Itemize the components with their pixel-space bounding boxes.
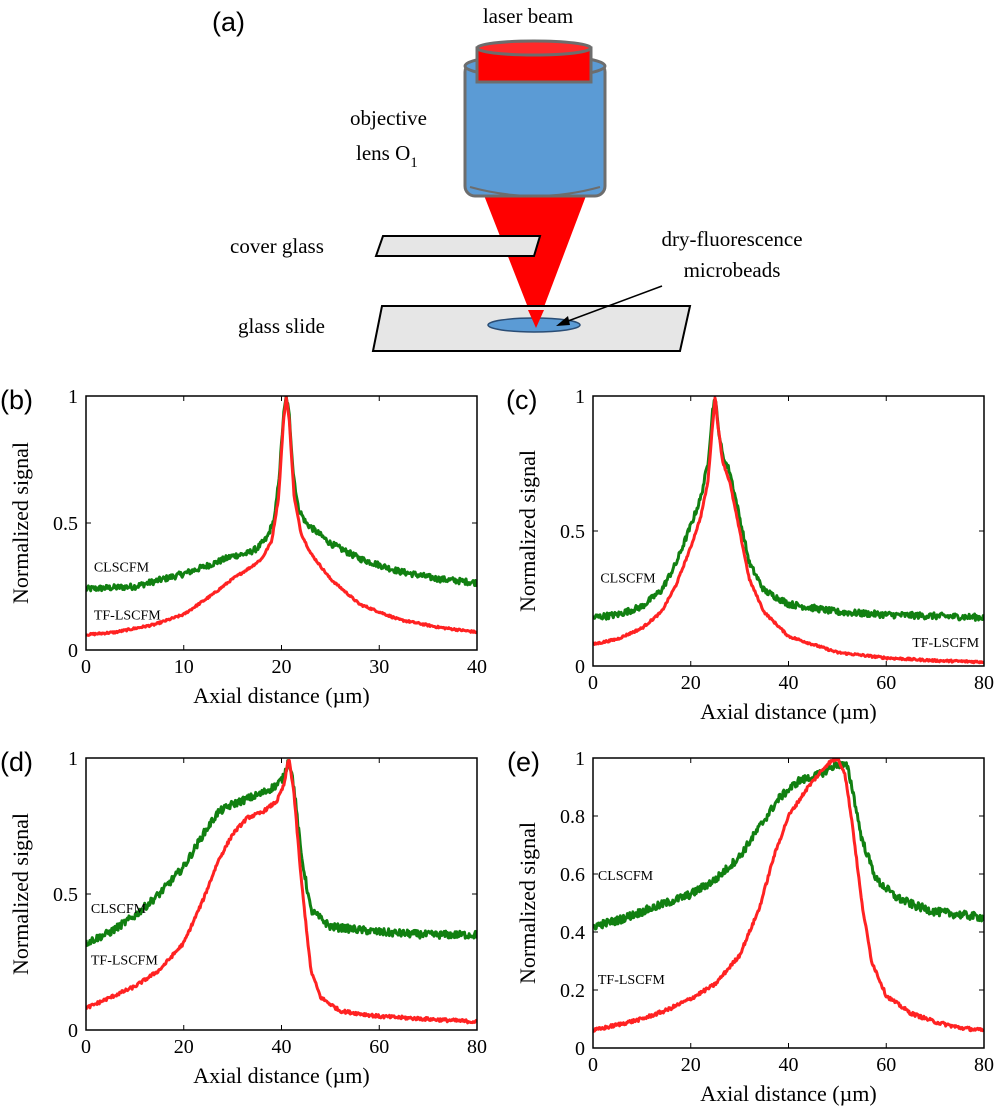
- y-tick-label: 0: [575, 1038, 585, 1060]
- series-line-clscfm: [593, 398, 984, 622]
- y-tick-label: 0.5: [53, 884, 78, 906]
- x-tick-label: 20: [174, 1036, 194, 1058]
- x-tick-label: 80: [467, 1036, 487, 1058]
- series-label: CLSCFM: [91, 902, 147, 917]
- x-tick-label: 20: [681, 672, 701, 694]
- x-tick-label: 40: [779, 672, 799, 694]
- series-label: TF-LSCFM: [94, 609, 161, 624]
- chart-panel-b: (b) 0 10 20 30 40 0 0.5 1 Axial distance (µm) Norm…: [0, 385, 487, 708]
- x-tick-label: 30: [369, 656, 389, 678]
- x-tick-label: 20: [272, 656, 292, 678]
- cover-glass: [374, 235, 542, 257]
- series-label: TF-LSCFM: [912, 636, 979, 651]
- y-tick-label: 0.2: [560, 980, 585, 1002]
- x-axis-title: Axial distance (µm): [193, 683, 369, 708]
- chart-panel-d: (d) 0 20 40 60 80 0 0.5 1 Axial distance (µm) Norm…: [0, 747, 487, 1088]
- x-axis-title: Axial distance (µm): [193, 1063, 369, 1088]
- y-tick-label: 1: [575, 386, 585, 408]
- series-line-clscfm: [593, 760, 984, 931]
- y-tick-label: 0: [68, 640, 78, 662]
- panel-label-a: (a): [212, 7, 245, 37]
- microbeads-label-line1: dry-fluorescence: [661, 227, 802, 251]
- series-line-tf-lscfm: [86, 758, 477, 1025]
- microbeads-label-line2: microbeads: [684, 258, 781, 282]
- series-label: TF-LSCFM: [598, 973, 665, 988]
- plot-frame: [85, 757, 478, 1031]
- laser-beam-label: laser beam: [483, 4, 573, 28]
- x-axis-title: Axial distance (µm): [700, 1081, 876, 1106]
- x-tick-label: 80: [974, 672, 994, 694]
- laser-focus-tip: [528, 310, 544, 328]
- y-tick-label: 0: [575, 656, 585, 678]
- series-line-tf-lscfm: [86, 396, 477, 637]
- laser-beam-top: [475, 39, 593, 57]
- x-tick-label: 20: [681, 1054, 701, 1076]
- x-tick-label: 0: [81, 656, 91, 678]
- x-tick-label: 60: [876, 672, 896, 694]
- y-axis-title: Normalized signal: [8, 813, 33, 975]
- series-label: CLSCFM: [598, 869, 654, 884]
- chart-panel-e: (e) 0 20 40 60 80 0 0.2 0.4 0.6 0.8 1 Axial distance…: [507, 747, 994, 1106]
- x-tick-label: 60: [876, 1054, 896, 1076]
- x-axis-title: Axial distance (µm): [700, 699, 876, 724]
- cover-glass-label: cover glass: [230, 234, 324, 258]
- x-tick-label: 40: [779, 1054, 799, 1076]
- y-axis-title: Normalized signal: [515, 822, 540, 984]
- panel-label: (e): [507, 747, 540, 777]
- x-tick-label: 0: [588, 672, 598, 694]
- chart-panel-c: (c) 0 20 40 60 80 0 0.5 1 Axial distance (µm) Norm…: [506, 385, 994, 724]
- series-line-clscfm: [86, 759, 477, 948]
- series-line-tf-lscfm: [593, 396, 984, 665]
- series-label: TF-LSCFM: [91, 954, 158, 969]
- x-tick-label: 0: [588, 1054, 598, 1076]
- series-label: CLSCFM: [600, 571, 656, 586]
- series-label: CLSCFM: [94, 560, 150, 575]
- y-tick-label: 0.5: [560, 521, 585, 543]
- microbeads-pointer-line: [559, 285, 663, 325]
- y-tick-label: 0.6: [560, 864, 585, 886]
- y-axis-title: Normalized signal: [8, 442, 33, 604]
- y-tick-label: 1: [575, 748, 585, 770]
- x-tick-label: 40: [467, 656, 487, 678]
- schematic-panel: (a) laser beam objective lens O1 cover g…: [212, 4, 803, 352]
- x-tick-label: 60: [369, 1036, 389, 1058]
- x-tick-label: 80: [974, 1054, 994, 1076]
- y-axis-title: Normalized signal: [515, 450, 540, 612]
- x-tick-label: 0: [81, 1036, 91, 1058]
- y-tick-label: 0.4: [560, 922, 585, 944]
- plot-frame: [592, 757, 985, 1049]
- microbeads-pointer-arrowhead: [556, 316, 570, 326]
- objective-label-line2: lens O1: [356, 141, 418, 171]
- x-tick-label: 10: [174, 656, 194, 678]
- plot-frame: [592, 395, 985, 667]
- glass-slide-label: glass slide: [238, 314, 325, 338]
- y-tick-label: 0: [68, 1020, 78, 1042]
- y-tick-label: 1: [68, 386, 78, 408]
- panel-label: (b): [0, 385, 33, 415]
- y-tick-label: 0.5: [53, 513, 78, 535]
- objective-label-text: lens O: [356, 141, 410, 165]
- panel-label: (c): [506, 385, 537, 415]
- objective-subscript: 1: [410, 155, 418, 171]
- series-line-tf-lscfm: [593, 758, 984, 1033]
- y-tick-label: 0.8: [560, 806, 585, 828]
- panel-label: (d): [0, 747, 33, 777]
- objective-lens-rim: [469, 186, 601, 197]
- y-tick-label: 1: [68, 748, 78, 770]
- x-tick-label: 40: [272, 1036, 292, 1058]
- objective-label-line1: objective: [350, 106, 427, 130]
